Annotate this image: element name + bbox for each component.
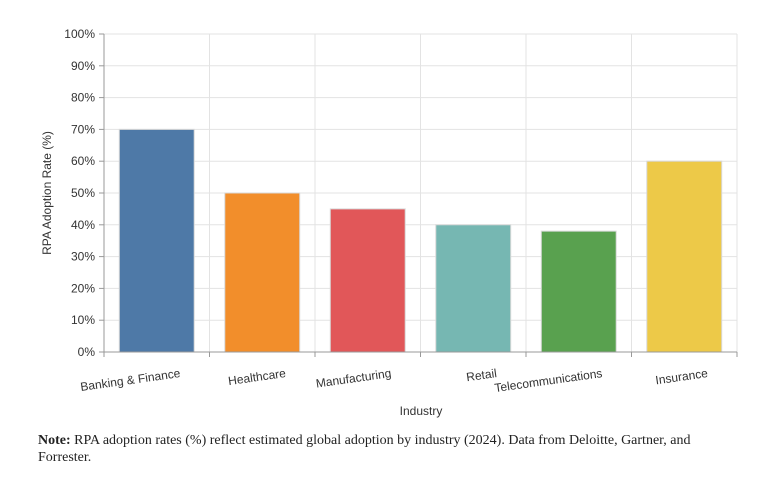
y-tick-label: 30% <box>71 250 95 264</box>
y-tick-label: 90% <box>71 59 95 73</box>
note-text: RPA adoption rates (%) reflect estimated… <box>38 433 691 465</box>
note-label: Note: <box>38 433 71 448</box>
bar <box>224 192 301 353</box>
x-tick-label: Manufacturing <box>315 366 392 390</box>
y-tick-label: 0% <box>78 345 96 359</box>
bar <box>118 128 195 353</box>
bars <box>118 128 723 353</box>
x-tick-label: Retail <box>465 366 497 384</box>
x-tick-label: Healthcare <box>227 366 287 388</box>
y-tick-label: 100% <box>64 27 95 41</box>
x-tick-labels: Banking & Finance Healthcare Manufacturing… <box>79 366 709 395</box>
y-tick-label: 80% <box>71 91 95 105</box>
y-tick-label: 60% <box>71 154 95 168</box>
y-axis-title: RPA Adoption Rate (%) <box>40 131 54 255</box>
bar <box>435 224 512 353</box>
y-tick-label: 50% <box>71 186 95 200</box>
x-tick-label: Insurance <box>655 366 709 387</box>
bar <box>646 160 723 353</box>
y-tick-label: 10% <box>71 313 95 327</box>
bar <box>329 208 406 353</box>
x-tick-label: Banking & Finance <box>79 366 181 394</box>
y-tick-label: 70% <box>71 122 95 136</box>
grid-lines <box>103 33 738 353</box>
y-tick-label: 20% <box>71 281 95 295</box>
y-tick-label: 40% <box>71 218 95 232</box>
chart-note: Note: RPA adoption rates (%) reflect est… <box>38 432 718 466</box>
bar <box>540 230 617 353</box>
y-tick-labels: 0% 10% 20% 30% 40% 50% 60% 70% 80% 90% 100% <box>64 27 95 359</box>
x-axis-title: Industry <box>400 404 443 418</box>
bar-chart: 0% 10% 20% 30% 40% 50% 60% 70% 80% 90% 100% Bankin… <box>40 27 738 418</box>
axes <box>99 33 738 357</box>
x-tick-label: Telecommunications <box>494 366 604 395</box>
